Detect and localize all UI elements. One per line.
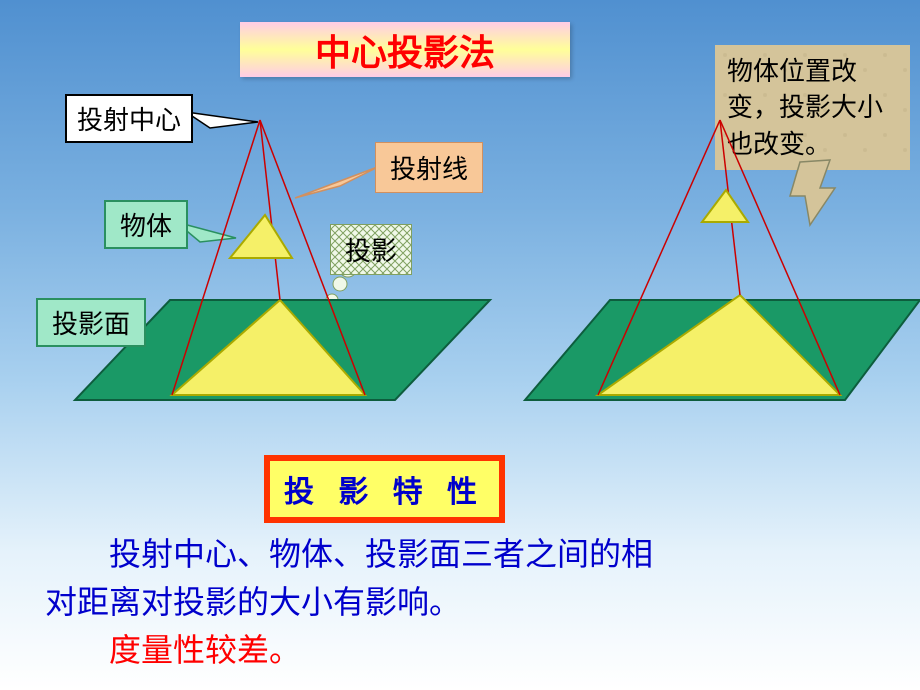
label-projection-ray: 投射线: [375, 142, 483, 193]
label-projection-center-text: 投射中心: [77, 105, 181, 135]
label-projection-text: 投影: [345, 236, 397, 266]
label-projection: 投影: [330, 224, 412, 275]
label-object-text: 物体: [120, 211, 172, 241]
label-object: 物体: [104, 200, 188, 249]
label-projection-plane: 投影面: [36, 298, 146, 347]
label-projection-plane-text: 投影面: [52, 309, 130, 339]
label-projection-ray-text: 投射线: [390, 154, 468, 184]
label-projection-center: 投射中心: [65, 94, 193, 143]
